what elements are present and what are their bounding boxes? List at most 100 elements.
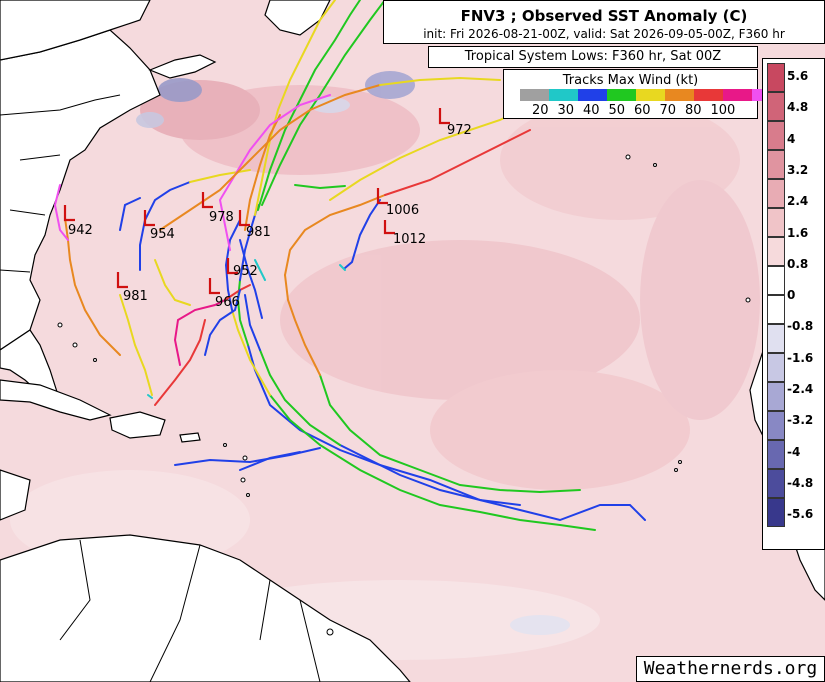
colorbar-block <box>767 92 785 121</box>
newfoundland-land <box>264 0 331 36</box>
storm-track <box>294 184 346 190</box>
title-panel: FNV3 ; Observed SST Anomaly (C) init: Fr… <box>383 0 825 44</box>
colorbar-label: -5.6 <box>787 507 814 522</box>
lows-label: Tropical System Lows: F360 hr, Sat 00Z <box>428 46 758 68</box>
colorbar-label: 0 <box>787 288 796 303</box>
storm-track <box>254 259 266 281</box>
legend-swatch <box>578 89 607 101</box>
legend-label: 100 <box>710 103 736 118</box>
legend-swatch <box>694 89 723 101</box>
pressure-label: 972 <box>447 123 472 138</box>
storm-track <box>204 289 241 356</box>
storm-track <box>154 259 191 306</box>
legend-label: 60 <box>634 103 651 118</box>
wind-legend: Tracks Max Wind (kt) 20 30 40 50 60 70 80 100 <box>503 69 781 119</box>
pressure-label: 978 <box>209 210 234 225</box>
colorbar-block <box>767 382 785 411</box>
pressure-label: 981 <box>246 225 271 240</box>
colorbar-label: 5.6 <box>787 69 809 83</box>
colorbar-block <box>767 295 785 324</box>
colorbar-label: 1.6 <box>787 225 809 240</box>
storm-track <box>147 394 153 399</box>
storm-track <box>384 129 531 196</box>
storm-track <box>189 169 251 183</box>
yucatan-land <box>0 469 31 521</box>
storm-track <box>159 84 381 231</box>
low-marker <box>238 210 250 227</box>
pressure-label: 942 <box>68 223 93 238</box>
canada-land <box>0 0 151 61</box>
anomaly-patches <box>10 80 760 660</box>
storm-track <box>173 299 226 366</box>
legend-swatch <box>636 89 665 101</box>
legend-label: 40 <box>583 103 600 118</box>
colorbar-block <box>767 411 785 440</box>
map-subtitle: init: Fri 2026-08-21-00Z, valid: Sat 202… <box>423 27 785 41</box>
storm-track <box>269 394 596 531</box>
colorbar-blocks <box>767 63 785 527</box>
colorbar-label: 0.8 <box>787 256 809 271</box>
legend-swatch <box>520 89 549 101</box>
pressure-label: 952 <box>233 264 258 279</box>
storm-track <box>257 0 361 211</box>
legend-label: 80 <box>685 103 702 118</box>
colorbar-label: -4 <box>787 444 801 459</box>
storm-track <box>244 114 281 231</box>
storm-track <box>239 239 263 319</box>
storm-track <box>119 197 141 231</box>
colorbar-label: 4 <box>787 131 796 146</box>
legend-swatch <box>607 89 636 101</box>
low-markers <box>63 108 450 295</box>
low-marker <box>208 278 220 295</box>
storm-track <box>319 374 581 494</box>
storm-track <box>379 76 501 86</box>
storm-track <box>239 451 301 471</box>
storm-track <box>244 294 261 351</box>
legend-swatch <box>723 89 752 101</box>
storm-track <box>339 264 346 271</box>
storm-tracks <box>53 0 646 531</box>
north-america-land <box>0 29 161 351</box>
nova-scotia-land <box>148 54 217 79</box>
puerto-rico-land <box>179 432 201 443</box>
colorbar: 5.6 4.8 4 3.2 2.4 1.6 0.8 0 -0.8 -1.6 -2.4 -3.2 -4 -4… <box>762 58 825 550</box>
legend-swatch <box>549 89 578 101</box>
credit-label: Weathernerds.org <box>636 656 825 682</box>
pressure-label: 954 <box>150 227 175 242</box>
low-marker <box>63 205 75 222</box>
colorbar-label: 2.4 <box>787 194 809 209</box>
storm-track <box>284 274 321 376</box>
cool-anomaly-patches <box>136 71 570 635</box>
borders <box>0 94 321 682</box>
low-marker <box>438 108 450 125</box>
colorbar-label: -3.2 <box>787 413 814 428</box>
storm-track <box>53 184 69 241</box>
colorbar-block <box>767 266 785 295</box>
colorbar-label: -2.4 <box>787 382 814 396</box>
colorbar-block <box>767 121 785 150</box>
colorbar-block <box>767 469 785 498</box>
legend-swatch <box>665 89 694 101</box>
low-marker <box>143 210 155 227</box>
storm-track <box>231 309 271 396</box>
colorbar-block <box>767 498 785 527</box>
pressure-label: 1006 <box>386 203 420 218</box>
legend-swatches <box>520 89 781 101</box>
colorbar-block <box>767 208 785 237</box>
pressure-label: 981 <box>123 289 148 304</box>
legend-label: 50 <box>608 103 626 118</box>
storm-track <box>154 319 206 406</box>
colorbar-label: 3.2 <box>787 162 809 177</box>
colorbar-block <box>767 179 785 208</box>
storm-track <box>259 349 341 446</box>
colorbar-label: -0.8 <box>787 319 814 334</box>
colorbar-block <box>767 353 785 382</box>
storm-track <box>344 199 381 269</box>
storm-track <box>218 94 331 251</box>
storm-track <box>261 0 386 206</box>
storm-track <box>339 444 521 506</box>
storm-track <box>284 194 386 276</box>
low-marker <box>376 188 388 205</box>
storm-track <box>247 344 646 522</box>
map-title: FNV3 ; Observed SST Anomaly (C) <box>460 7 748 25</box>
